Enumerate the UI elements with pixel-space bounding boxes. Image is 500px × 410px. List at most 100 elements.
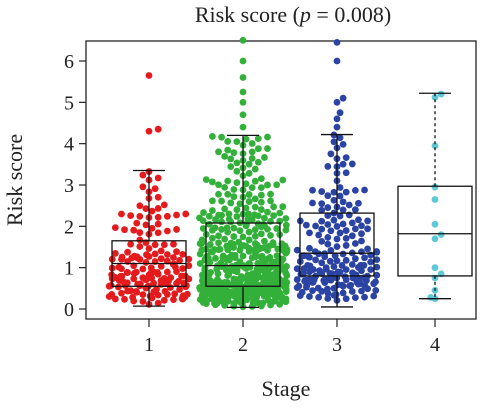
data-point <box>163 251 171 258</box>
x-tick-label: 2 <box>238 334 248 356</box>
data-point <box>257 198 265 206</box>
data-point <box>230 186 238 193</box>
data-point <box>117 272 125 280</box>
data-point <box>157 247 165 255</box>
data-point <box>315 231 323 239</box>
x-axis: 1 2 3 4 <box>144 319 440 356</box>
data-point <box>233 167 241 175</box>
data-point <box>431 264 439 272</box>
data-point <box>324 233 332 241</box>
data-point <box>266 253 274 261</box>
data-point <box>342 227 350 234</box>
data-point <box>170 296 177 303</box>
data-point <box>316 267 323 275</box>
data-point <box>431 220 439 228</box>
data-point <box>199 225 207 232</box>
y-tick-label: 1 <box>64 258 74 280</box>
data-point <box>283 262 290 270</box>
data-point <box>324 221 332 228</box>
y-tick-label: 3 <box>64 175 74 197</box>
data-point <box>163 268 171 276</box>
data-point <box>295 282 303 290</box>
data-point <box>145 127 153 135</box>
data-point <box>224 146 232 154</box>
data-point <box>183 290 191 298</box>
data-point <box>171 290 179 298</box>
data-point <box>218 226 225 233</box>
data-point <box>437 231 445 239</box>
data-point <box>318 200 326 208</box>
data-point <box>348 160 356 168</box>
data-point <box>233 159 241 167</box>
data-point <box>221 279 229 286</box>
data-point <box>324 204 332 211</box>
data-point <box>227 163 235 171</box>
data-point <box>111 224 119 232</box>
data-point <box>336 192 344 200</box>
data-point <box>137 280 144 288</box>
y-tick-label: 4 <box>64 134 74 156</box>
data-point <box>118 289 125 297</box>
data-point <box>136 236 144 244</box>
data-point <box>334 268 342 276</box>
data-point <box>160 241 168 249</box>
data-point <box>332 291 340 298</box>
data-point <box>270 212 277 219</box>
data-point <box>248 155 256 162</box>
data-point <box>323 285 331 293</box>
data-point <box>342 169 350 177</box>
data-point <box>230 193 238 201</box>
data-point <box>136 229 144 236</box>
data-point <box>215 211 223 219</box>
data-point <box>136 213 144 220</box>
data-point <box>333 39 341 46</box>
data-point <box>333 243 341 251</box>
data-point <box>358 287 365 295</box>
data-point <box>236 200 244 208</box>
data-point <box>139 298 147 305</box>
data-point <box>211 224 219 232</box>
data-point <box>351 255 359 263</box>
data-point <box>176 257 184 264</box>
data-point <box>239 111 247 119</box>
data-point <box>196 260 204 267</box>
data-point <box>239 252 247 260</box>
data-point <box>118 253 126 261</box>
data-point <box>282 221 290 229</box>
data-point <box>233 138 241 146</box>
data-point <box>342 266 350 274</box>
data-point <box>245 198 253 205</box>
data-point <box>154 220 162 228</box>
data-point <box>218 133 225 141</box>
data-point <box>251 232 259 240</box>
data-point <box>331 252 339 260</box>
data-point <box>431 183 439 191</box>
data-point <box>212 254 219 262</box>
data-point <box>339 198 347 206</box>
data-point <box>219 252 227 260</box>
data-point <box>245 191 253 198</box>
data-point <box>198 236 206 244</box>
data-point <box>132 268 140 276</box>
data-point <box>364 245 371 253</box>
data-point <box>217 259 225 267</box>
data-point <box>127 287 135 295</box>
data-point <box>216 245 224 253</box>
data-point <box>205 220 213 228</box>
data-point <box>130 226 138 234</box>
data-point <box>244 215 252 223</box>
data-point <box>239 88 247 96</box>
data-point <box>322 264 330 271</box>
data-point <box>131 252 138 260</box>
data-point <box>248 184 256 192</box>
data-point <box>230 233 238 240</box>
y-tick-label: 6 <box>64 51 74 73</box>
chart-title: Risk score (p = 0.008) <box>195 2 391 27</box>
data-point <box>221 183 229 191</box>
data-point <box>136 202 144 210</box>
data-point <box>347 281 355 289</box>
data-point <box>342 256 350 264</box>
data-point <box>215 181 222 189</box>
data-point <box>160 296 168 304</box>
data-point <box>215 232 222 240</box>
